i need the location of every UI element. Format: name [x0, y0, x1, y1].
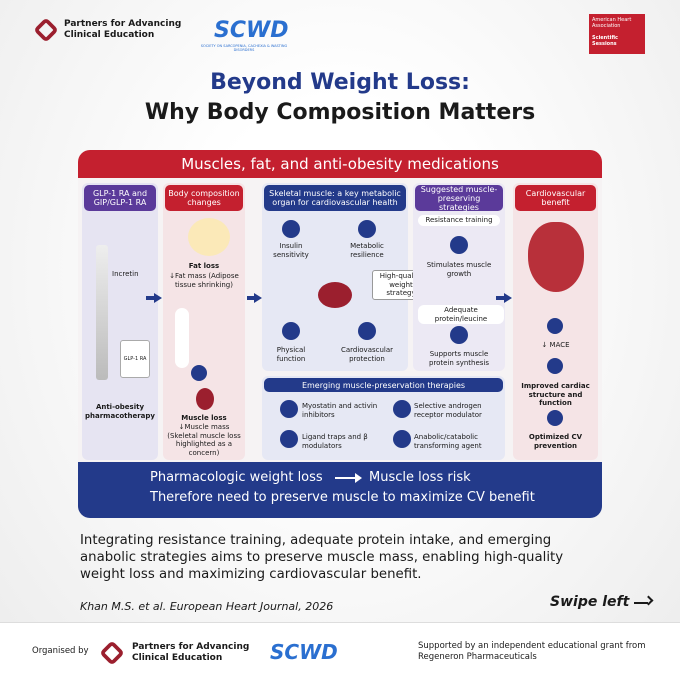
banner-text: Pharmacologic weight loss: [150, 470, 323, 485]
column-header: Body composition changes: [165, 185, 243, 211]
muscle-icon: [318, 282, 352, 308]
label: Physical function: [276, 346, 306, 363]
icon: [282, 322, 300, 340]
pace-logo: [33, 17, 59, 43]
label: Optimized CV prevention: [528, 433, 583, 450]
icon: [280, 430, 298, 448]
label: Muscle loss: [181, 414, 227, 422]
body-text: Integrating resistance training, adequat…: [80, 533, 564, 582]
citation: Khan M.S. et al. European Heart Journal,…: [80, 600, 334, 613]
banner-text: Muscle loss risk: [369, 470, 471, 485]
org-name: Partners for Advancing Clinical Educatio…: [132, 642, 250, 663]
arrow: [504, 293, 512, 303]
arrow: [154, 293, 162, 303]
banner-text: Therefore need to preserve muscle to max…: [150, 490, 535, 505]
column-header: Skeletal muscle: a key metabolic organ f…: [264, 185, 406, 211]
scwd-logo: SCWD: [214, 18, 289, 43]
footer-label: Organised by: [32, 646, 89, 656]
column-header: Cardiovascular benefit: [515, 185, 596, 211]
label: ↓Fat mass (Adipose tissue shrinking): [169, 272, 239, 289]
label: Adequate protein/leucine: [418, 305, 504, 324]
panel-title: Muscles, fat, and anti-obesity medicatio…: [78, 150, 602, 178]
event-name: Scientific Sessions: [592, 35, 619, 47]
footer: [0, 622, 680, 680]
arrow: [146, 296, 154, 300]
check-icon: [547, 410, 563, 426]
title-line: Why Body Composition Matters: [144, 100, 536, 125]
label: Metabolic resilience: [350, 242, 384, 259]
icon: [450, 326, 468, 344]
label: Anti-obesity pharmacotherapy: [85, 403, 155, 420]
event-org: American Heart Association: [592, 17, 632, 29]
arrow: [496, 296, 504, 300]
label: Anabolic/catabolic transforming agent: [414, 433, 482, 450]
icon: [280, 400, 298, 418]
column-header: Suggested muscle-preserving strategies: [415, 185, 503, 212]
arrow: [247, 296, 254, 300]
label: Resistance training: [418, 215, 500, 226]
label: Improved cardiac structure and function: [521, 382, 590, 407]
support-text: Supported by an independent educational …: [418, 641, 646, 662]
icon: [393, 430, 411, 448]
label: Cardiovascular protection: [340, 346, 394, 363]
therapies-title: Emerging muscle-preservation therapies: [264, 378, 503, 392]
warning-icon: [191, 365, 207, 381]
scwd-logo: SCWD: [270, 640, 338, 664]
heart-icon: [528, 222, 584, 292]
label: Supports muscle protein synthesis: [428, 350, 490, 367]
icon: [450, 236, 468, 254]
column: [82, 183, 158, 460]
label: Fat loss: [188, 262, 220, 270]
icon: [393, 400, 411, 418]
label: Insulin sensitivity: [273, 242, 309, 259]
muscle-icon: [196, 388, 214, 410]
body-icon: [175, 308, 189, 368]
event-logo: American Heart Association Scientific Se…: [589, 14, 645, 54]
swipe-arrow[interactable]: [634, 602, 648, 604]
banner-arrow: [355, 473, 362, 483]
vial: GLP-1 RA: [120, 340, 150, 378]
column-header: GLP-1 RA and GIP/GLP-1 RA: [84, 185, 156, 211]
icon: [358, 220, 376, 238]
label: ↓ MACE: [541, 341, 570, 349]
icon: [358, 322, 376, 340]
banner: [78, 462, 602, 518]
pen-icon: [96, 245, 108, 380]
title-line: Beyond Weight Loss:: [210, 70, 470, 95]
icon: [282, 220, 300, 238]
label: Ligand traps and β modulators: [302, 433, 368, 450]
fat-icon: [188, 218, 230, 256]
label: Incretin: [112, 270, 139, 278]
check-icon: [547, 358, 563, 374]
label: Stimulates muscle growth: [426, 261, 492, 278]
arrow: [254, 293, 262, 303]
org-name: Partners for Advancing Clinical Educatio…: [64, 19, 182, 40]
check-icon: [547, 318, 563, 334]
label: Myostatin and activin inhibitors: [302, 402, 378, 419]
banner-arrow: [335, 477, 357, 479]
scwd-sub: SOCIETY ON SARCOPENIA, CACHEXIA & WASTIN…: [200, 44, 288, 52]
swipe-text[interactable]: Swipe left: [550, 594, 630, 610]
label: ↓Muscle mass (Skeletal muscle loss highl…: [167, 423, 241, 457]
label: Selective androgen receptor modulator: [414, 402, 482, 419]
